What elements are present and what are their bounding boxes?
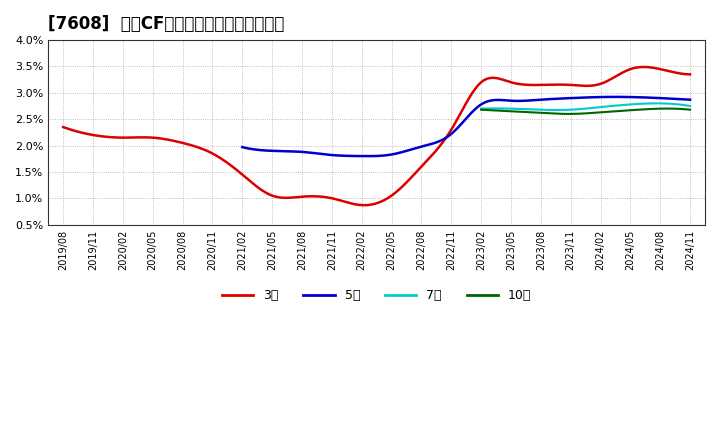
Text: [7608]  営業CFマージンの標準偏差の推移: [7608] 営業CFマージンの標準偏差の推移 <box>48 15 284 33</box>
Legend: 3年, 5年, 7年, 10年: 3年, 5年, 7年, 10年 <box>217 284 536 307</box>
